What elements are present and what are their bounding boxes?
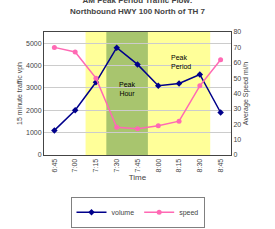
svg-text:7:30: 7:30 (113, 159, 120, 173)
svg-text:3000: 3000 (26, 84, 42, 91)
svg-text:60: 60 (233, 59, 241, 66)
svg-text:0: 0 (233, 151, 237, 158)
svg-text:5000: 5000 (26, 40, 42, 47)
svg-text:10: 10 (233, 136, 241, 143)
svg-text:8:00: 8:00 (155, 159, 162, 173)
svg-text:50: 50 (233, 75, 241, 82)
svg-text:7:00: 7:00 (71, 159, 78, 173)
svg-text:speed: speed (179, 209, 198, 217)
svg-text:Average Speed mi/h: Average Speed mi/h (242, 62, 250, 125)
svg-text:70: 70 (233, 44, 241, 51)
svg-text:7:15: 7:15 (92, 159, 99, 173)
svg-text:15 minute traffic vph: 15 minute traffic vph (16, 62, 24, 125)
svg-text:Time: Time (129, 173, 147, 182)
svg-text:8:45: 8:45 (217, 159, 224, 173)
svg-text:20: 20 (233, 121, 241, 128)
svg-text:2000: 2000 (26, 107, 42, 114)
svg-text:PeakHour: PeakHour (119, 81, 135, 97)
svg-text:7:45: 7:45 (134, 159, 141, 173)
svg-text:80: 80 (233, 28, 241, 35)
svg-text:1000: 1000 (26, 129, 42, 136)
svg-text:40: 40 (233, 90, 241, 97)
svg-text:8:15: 8:15 (175, 159, 182, 173)
svg-text:AM Peak Period Traffic Flow:No: AM Peak Period Traffic Flow:Northbound H… (70, 0, 206, 16)
svg-text:4000: 4000 (26, 62, 42, 69)
svg-text:PeakPeriod: PeakPeriod (171, 54, 191, 70)
svg-text:volume: volume (112, 209, 135, 216)
svg-text:6:45: 6:45 (51, 159, 58, 173)
svg-text:8:30: 8:30 (196, 159, 203, 173)
svg-text:30: 30 (233, 105, 241, 112)
svg-text:0: 0 (38, 151, 42, 158)
